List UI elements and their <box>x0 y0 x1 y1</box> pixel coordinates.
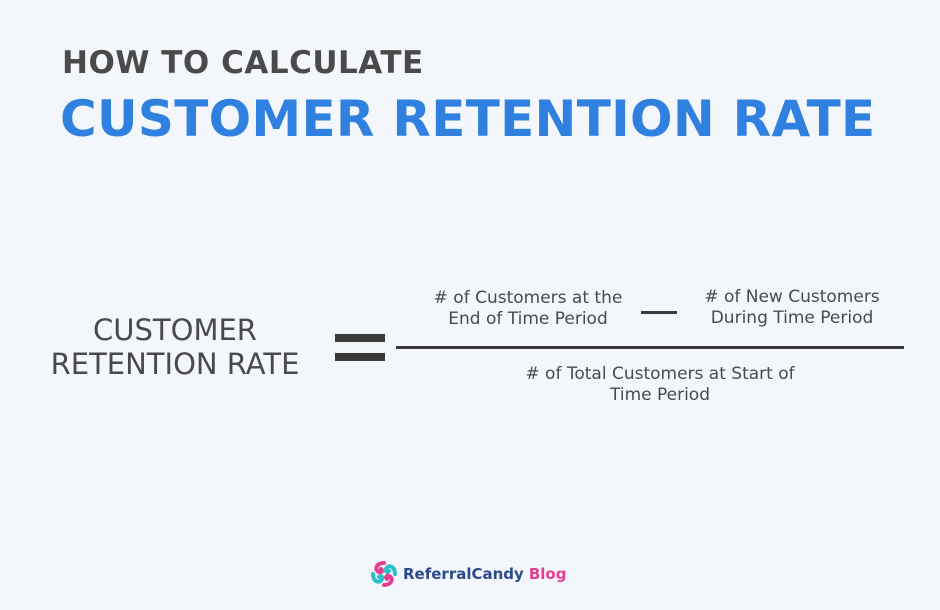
equals-bar-top <box>335 334 385 342</box>
denominator-line-2: Time Period <box>609 385 711 405</box>
heading-line-2: CUSTOMER RETENTION RATE <box>60 90 876 148</box>
equals-sign <box>335 334 385 364</box>
numerator-left-line-2: End of Time Period <box>448 309 608 329</box>
numerator-right-term: # of New Customers During Time Period <box>668 287 916 329</box>
brand-footer[interactable]: ReferralCandy Blog <box>371 561 566 587</box>
denominator-line-1: # of Total Customers at Start of <box>525 364 795 384</box>
numerator-right-line-2: During Time Period <box>710 308 874 328</box>
fraction-line <box>396 346 904 349</box>
candy-swirl-icon <box>371 561 397 587</box>
formula-lhs: CUSTOMER RETENTION RATE <box>30 313 320 381</box>
numerator-left-term: # of Customers at the End of Time Period <box>397 288 659 330</box>
minus-sign <box>641 311 677 314</box>
brand-name: ReferralCandy <box>403 565 524 583</box>
denominator: # of Total Customers at Start of Time Pe… <box>490 364 830 406</box>
formula-lhs-line-2: RETENTION RATE <box>50 347 300 381</box>
formula-lhs-line-1: CUSTOMER <box>93 313 257 347</box>
numerator-left-line-1: # of Customers at the <box>433 288 623 308</box>
brand-blog-label: Blog <box>528 565 567 583</box>
equals-bar-bottom <box>335 353 385 361</box>
numerator-right-line-1: # of New Customers <box>704 287 880 307</box>
heading-line-1: HOW TO CALCULATE <box>62 45 424 81</box>
